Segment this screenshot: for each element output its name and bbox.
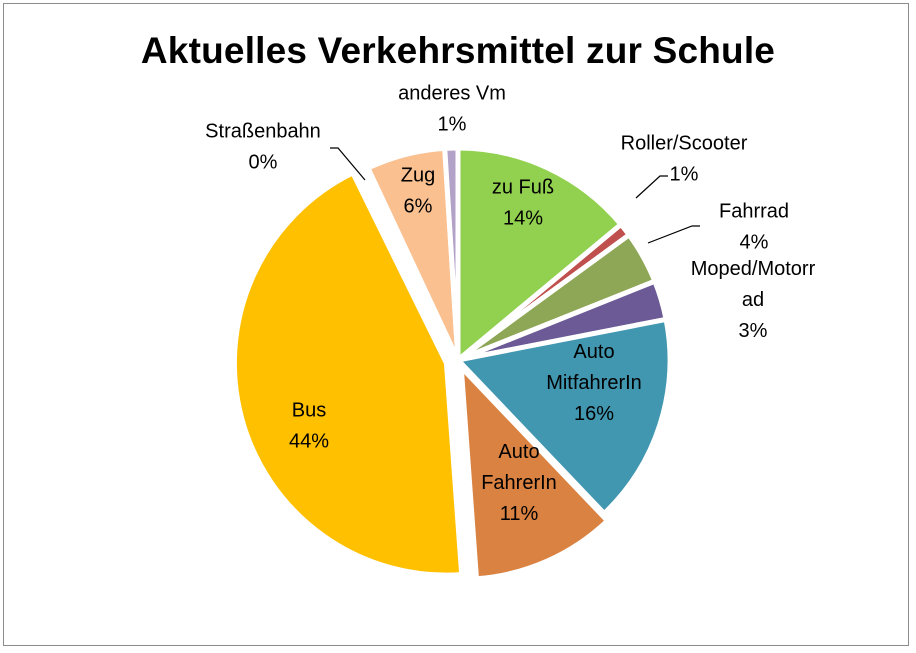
leader-line-1 bbox=[635, 175, 668, 199]
data-label-category: Bus bbox=[292, 400, 326, 422]
pie-slice-anderes-vm bbox=[442, 145, 461, 363]
data-label-value: 1% bbox=[438, 114, 467, 136]
data-label-category: Zug bbox=[401, 165, 435, 187]
leader-line-2 bbox=[647, 225, 700, 244]
data-label-value: 6% bbox=[404, 196, 433, 218]
data-label-category: Auto bbox=[498, 441, 539, 463]
data-label-value: 1% bbox=[670, 164, 699, 186]
data-label-category: ad bbox=[742, 289, 764, 311]
data-label-value: 11% bbox=[500, 503, 539, 525]
pie-slice-auto-fahrerin bbox=[458, 364, 610, 582]
data-label-value: 44% bbox=[289, 431, 329, 453]
data-label-value: 4% bbox=[740, 232, 769, 254]
data-label-category: zu Fuß bbox=[492, 177, 554, 199]
pie-slice-zu-fuß bbox=[455, 145, 624, 363]
leader-line-7 bbox=[330, 147, 366, 181]
data-label-value: 16% bbox=[574, 403, 614, 425]
data-label-value: 0% bbox=[249, 152, 278, 174]
data-label-category: Moped/Motorr bbox=[691, 258, 816, 280]
chart-title: Aktuelles Verkehrsmittel zur Schule bbox=[140, 30, 776, 71]
data-label-category: Fahrrad bbox=[719, 201, 789, 223]
data-label-category: FahrerIn bbox=[481, 472, 557, 494]
data-label-category: Straßenbahn bbox=[205, 121, 321, 143]
data-label-value: 14% bbox=[503, 208, 543, 230]
data-label-category: Roller/Scooter bbox=[621, 133, 748, 155]
pie-slice-auto-mitfahrerin bbox=[455, 316, 673, 517]
data-label-value: 3% bbox=[739, 320, 768, 342]
data-label-category: Auto bbox=[573, 341, 614, 363]
data-label-category: MitfahrerIn bbox=[546, 372, 642, 394]
pie-slice-bus bbox=[231, 170, 465, 578]
data-label-category: anderes Vm bbox=[398, 83, 506, 105]
